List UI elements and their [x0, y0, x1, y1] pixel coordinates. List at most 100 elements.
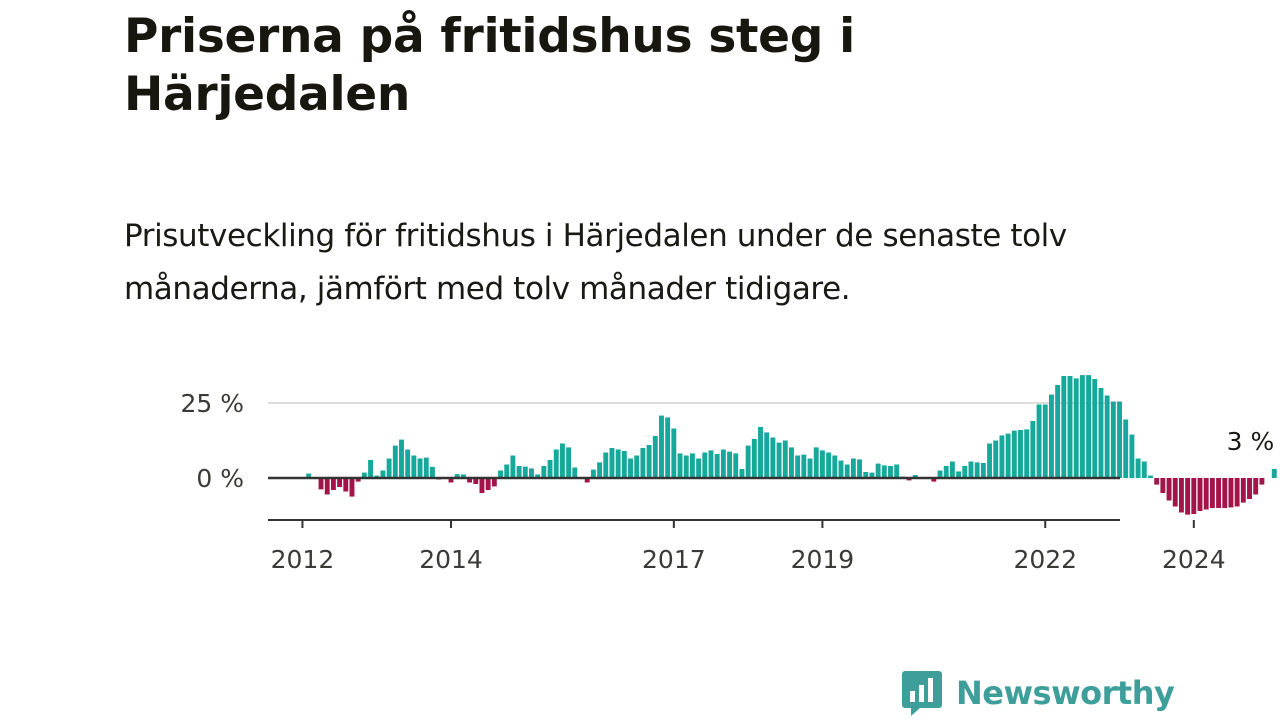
bar: [795, 455, 801, 478]
chart-title: Priserna på fritidshus steg i Härjedalen: [124, 9, 855, 122]
bar: [949, 461, 955, 478]
x-tick-label: 2012: [271, 545, 335, 574]
bar: [1197, 478, 1203, 511]
bar: [1011, 430, 1017, 478]
bar-series: [306, 375, 1277, 515]
bar: [1185, 478, 1191, 515]
bar: [999, 435, 1005, 478]
newsworthy-logo: Newsworthy: [902, 668, 1175, 718]
tick-labels: 25 % 0 % 2012 2014 2017 2019 2022 2024 3 %: [180, 389, 1274, 574]
bar: [1247, 478, 1252, 499]
bar: [1024, 429, 1030, 478]
bar: [1123, 419, 1129, 478]
bar: [460, 474, 466, 478]
bar: [318, 478, 324, 490]
bar: [1209, 478, 1215, 508]
bar: [1079, 375, 1085, 478]
bar: [417, 458, 423, 478]
bar: [1172, 478, 1178, 507]
bar: [758, 427, 763, 478]
bar: [337, 478, 343, 487]
bar: [881, 465, 887, 478]
bar: [423, 457, 429, 478]
bar: [782, 440, 788, 478]
bar: [671, 428, 677, 478]
bar: [324, 478, 330, 495]
bar: [1005, 433, 1011, 478]
x-tick-label: 2017: [642, 545, 706, 574]
bar: [566, 447, 572, 478]
bar: [1098, 388, 1104, 478]
bar: [355, 478, 361, 482]
bar: [547, 460, 553, 478]
bar: [572, 467, 578, 478]
bar: [491, 478, 497, 487]
bar: [1203, 478, 1209, 510]
bar: [937, 470, 943, 478]
bar: [553, 449, 559, 478]
bar: [485, 478, 491, 490]
bar: [733, 453, 739, 478]
bar: [857, 459, 862, 478]
bar: [894, 464, 900, 478]
bar: [943, 466, 949, 478]
bar: [789, 447, 794, 478]
bar: [621, 451, 627, 478]
bar: [714, 454, 720, 478]
bar: [628, 458, 633, 478]
bar: [399, 439, 404, 478]
bar: [615, 449, 621, 478]
bar: [751, 439, 757, 478]
bar: [1259, 478, 1265, 485]
bar: [1141, 461, 1147, 478]
bar: [776, 442, 782, 478]
bar: [739, 469, 745, 478]
bar: [306, 473, 312, 478]
bar: [850, 458, 856, 478]
bar: [801, 454, 807, 478]
bar: [1067, 376, 1073, 478]
bar: [727, 451, 733, 478]
bar: [869, 472, 875, 478]
bar: [813, 447, 819, 478]
bar: [720, 449, 726, 478]
bar: [1018, 430, 1023, 478]
bar: [1042, 404, 1048, 478]
bar: [689, 453, 695, 478]
bar: [646, 445, 652, 478]
bar: [559, 443, 565, 478]
bar: [1228, 478, 1234, 508]
bar: [764, 432, 770, 478]
bar: [1048, 394, 1054, 478]
last-value-label: 3 %: [1227, 427, 1275, 456]
bar: [659, 415, 664, 478]
bar: [912, 475, 918, 478]
bar: [807, 458, 813, 478]
bar: [1154, 478, 1160, 485]
bar: [386, 458, 392, 478]
bar: [1110, 401, 1116, 478]
bar: [1030, 421, 1036, 478]
bar: [368, 460, 373, 478]
bar: [1240, 478, 1246, 503]
newsworthy-chart-bubble-icon: [902, 671, 942, 716]
bar: [405, 449, 411, 478]
bar: [473, 478, 479, 484]
bar: [838, 460, 844, 478]
bar: [1135, 458, 1141, 478]
bar: [956, 471, 962, 478]
bar: [665, 417, 671, 478]
bar: [745, 445, 751, 478]
bar: [683, 455, 689, 478]
bar: [1191, 478, 1197, 514]
bar: [448, 478, 454, 483]
bar: [603, 452, 609, 478]
bar: [770, 437, 776, 478]
bar: [832, 455, 838, 478]
bar: [993, 440, 999, 478]
bar: [819, 450, 825, 478]
bar: [504, 464, 510, 478]
bar: [1061, 376, 1067, 478]
bar: [1216, 478, 1222, 508]
